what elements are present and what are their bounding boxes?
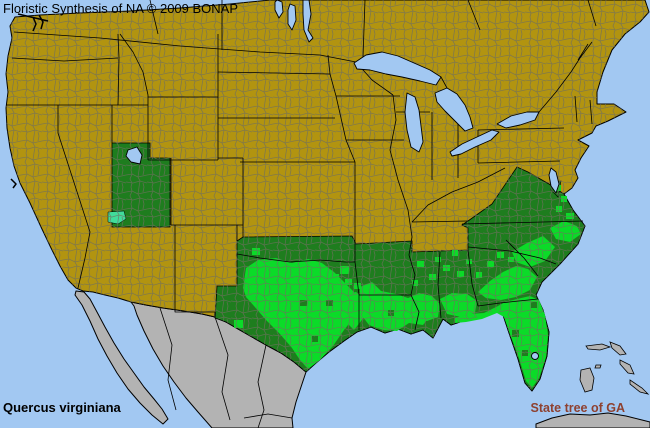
political-borders xyxy=(6,0,597,331)
chesapeake-bay xyxy=(548,167,560,194)
great-salt-lake xyxy=(125,146,143,165)
lake-okeechobee xyxy=(531,352,539,360)
canadian-lakes xyxy=(274,0,314,43)
map-title: Floristic Synthesis of NA © 2009 BONAP xyxy=(3,1,239,16)
puget-sound xyxy=(10,13,49,189)
lake-erie xyxy=(449,129,500,157)
lake-huron xyxy=(434,87,474,132)
lakes xyxy=(10,0,560,360)
lake-ontario xyxy=(496,111,540,129)
unmapped-caribbean xyxy=(535,341,650,428)
state-tree-annotation: State tree of GA xyxy=(530,401,625,415)
lake-superior xyxy=(353,51,442,86)
lake-michigan xyxy=(404,92,424,153)
county-borders-texture xyxy=(6,0,649,391)
species-name-label: Quercus virginiana xyxy=(3,400,121,415)
